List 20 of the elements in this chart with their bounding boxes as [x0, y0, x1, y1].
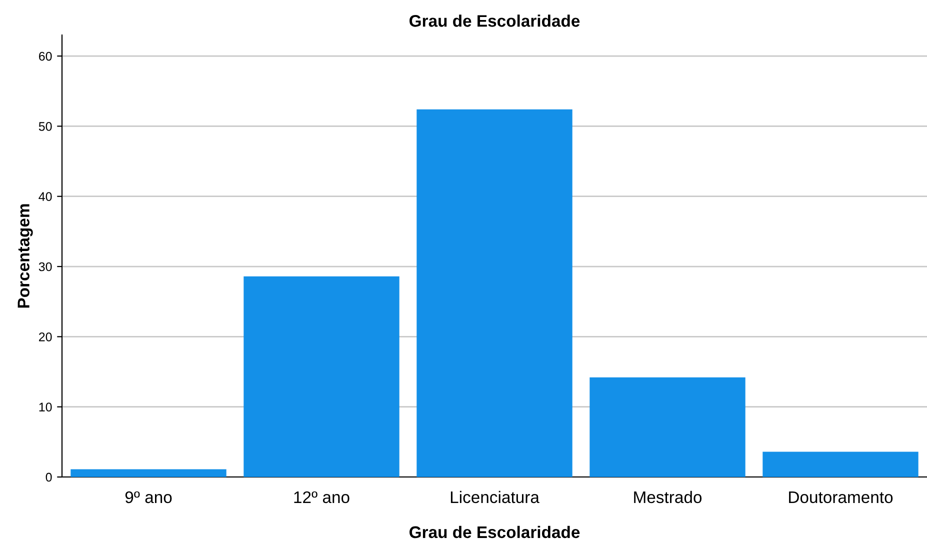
x-axis-title: Grau de Escolaridade [410, 526, 580, 538]
bar [590, 377, 746, 477]
y-tick-label: 60 [39, 52, 52, 61]
bar [416, 109, 572, 477]
x-tick-label: 12º ano [294, 491, 350, 504]
bar [70, 469, 226, 477]
x-tick-label: 9º ano [125, 491, 172, 504]
chart-title: Grau de Escolaridade [410, 14, 580, 27]
y-tick-label: 50 [38, 122, 52, 131]
bar [244, 276, 400, 477]
y-tick-label: 30 [38, 262, 52, 272]
x-tick-label: Licenciatura [450, 490, 540, 504]
y-tick-label: 0 [46, 472, 52, 482]
x-tick-label: Mestrado [634, 490, 702, 504]
y-tick-label: 10 [39, 402, 52, 412]
y-axis-title: Porcentagem [18, 204, 33, 308]
x-tick-label: Doutoramento [789, 492, 893, 504]
bar [762, 452, 918, 477]
y-tick-label: 20 [39, 332, 52, 342]
y-tick-label: 40 [38, 192, 52, 202]
